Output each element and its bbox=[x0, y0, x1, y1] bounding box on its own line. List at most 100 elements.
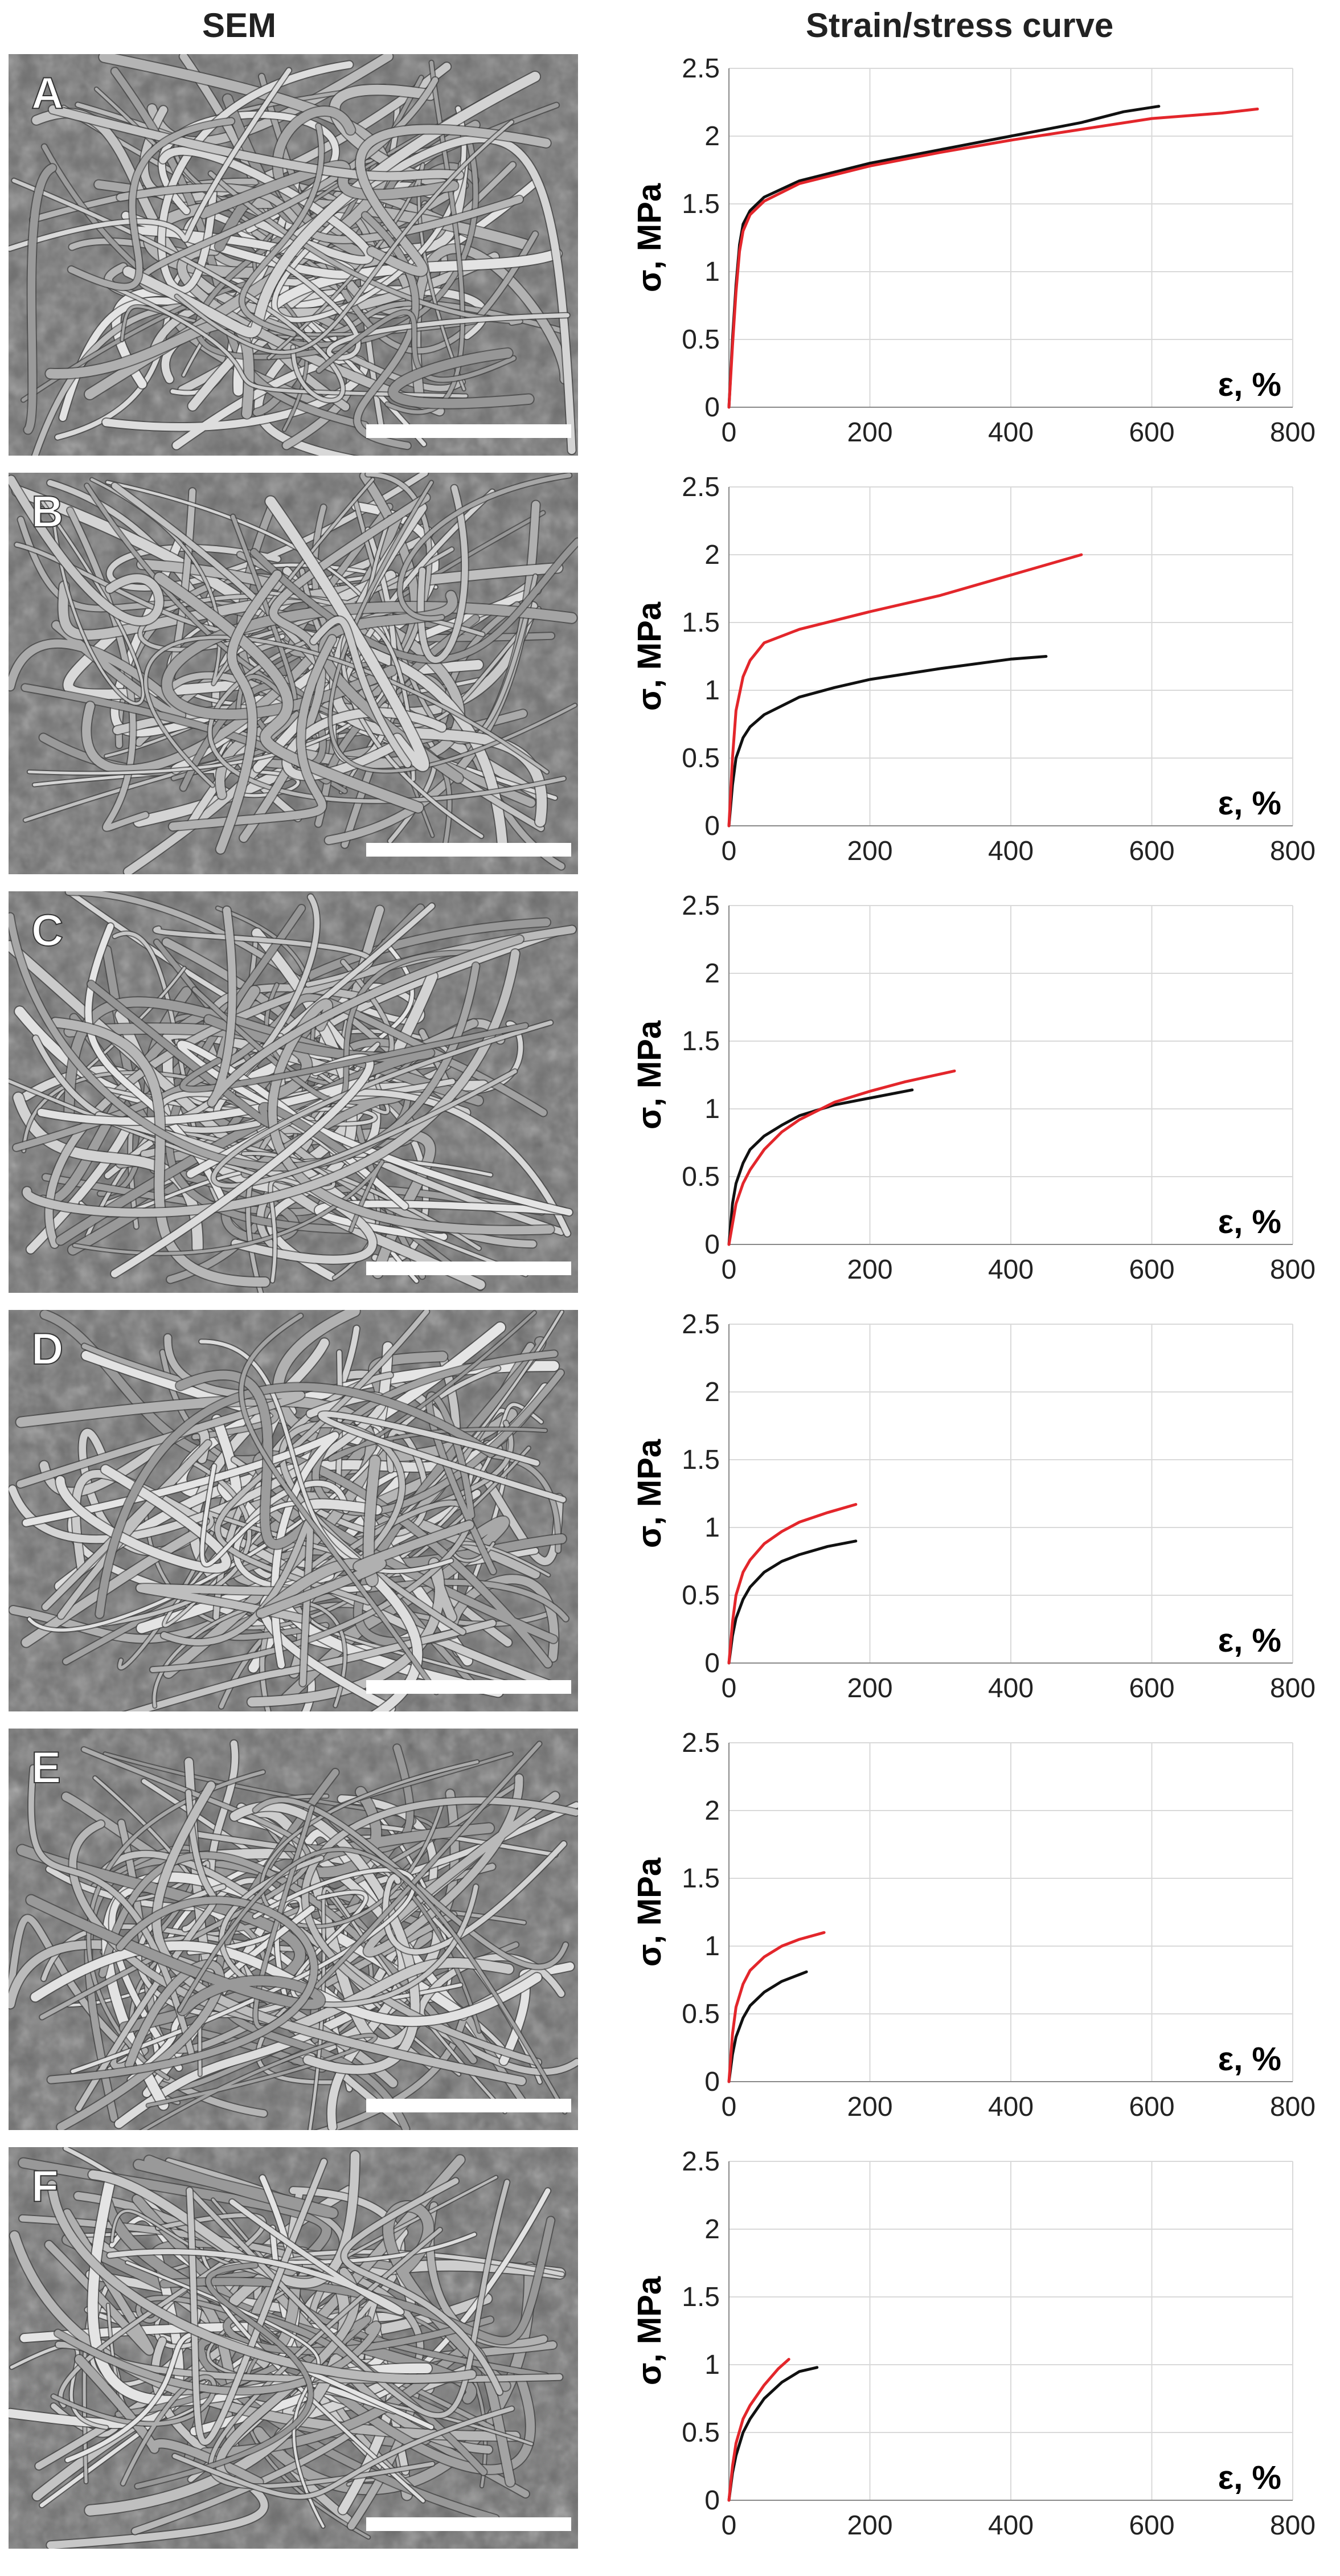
x-tick-label: 600 bbox=[1129, 417, 1174, 448]
x-tick-label: 800 bbox=[1270, 836, 1316, 866]
sem-fiber bbox=[169, 635, 337, 831]
scale-bar bbox=[366, 2099, 571, 2112]
sem-fiber bbox=[19, 2158, 331, 2462]
sem-fiber bbox=[268, 999, 554, 1235]
sem-fiber bbox=[158, 61, 353, 294]
sem-fiber bbox=[302, 1797, 578, 2066]
sem-fiber bbox=[24, 164, 56, 434]
y-axis-label: σ, MPa bbox=[631, 183, 668, 292]
sem-fiber bbox=[9, 476, 163, 625]
x-tick-label: 200 bbox=[847, 1673, 892, 1703]
sem-fiber bbox=[186, 2159, 327, 2445]
sem-fiber bbox=[175, 120, 514, 354]
sem-fiber bbox=[46, 319, 254, 419]
series-line-black bbox=[727, 1088, 914, 1246]
sem-fiber bbox=[23, 949, 519, 1217]
sem-fiber bbox=[239, 124, 324, 337]
y-axis-label: σ, MPa bbox=[631, 1439, 668, 1548]
sem-fiber bbox=[383, 1841, 567, 1955]
panel-c: C 0 0.5 1 1.5 2 2.5 0 200 400 600 800 σ, MPa ε, % bbox=[9, 891, 1316, 1293]
x-tick-label: 800 bbox=[1270, 2092, 1316, 2122]
x-tick-label: 200 bbox=[847, 2092, 892, 2122]
sem-fiber bbox=[398, 473, 572, 621]
panel-f: F 0 0.5 1 1.5 2 2.5 0 200 400 600 800 σ, MPa ε, % bbox=[9, 2147, 1316, 2549]
panel-b: B 0 0.5 1 1.5 2 2.5 0 200 400 600 800 σ, MPa ε, % bbox=[9, 472, 1316, 874]
sem-image bbox=[9, 891, 578, 1293]
sem-fiber bbox=[75, 2355, 263, 2487]
sem-fiber bbox=[310, 616, 411, 768]
sem-fiber bbox=[263, 1455, 380, 1615]
sem-fiber bbox=[265, 496, 429, 771]
y-tick-label: 0 bbox=[704, 2067, 720, 2097]
x-axis-label: ε, % bbox=[1218, 1622, 1281, 1659]
y-tick-label: 2.5 bbox=[682, 1728, 720, 1758]
y-tick-label: 2.5 bbox=[682, 891, 720, 921]
sem-fiber bbox=[107, 2199, 404, 2315]
y-tick-label: 1.5 bbox=[682, 1445, 720, 1475]
sem-fiber bbox=[355, 125, 551, 276]
series-line-black bbox=[727, 1539, 858, 1665]
panel-letter: C bbox=[31, 905, 63, 955]
sem-fiber bbox=[208, 171, 522, 325]
sem-image bbox=[9, 54, 578, 456]
sem-fiber bbox=[47, 1897, 318, 2083]
y-tick-label: 0 bbox=[704, 2485, 720, 2516]
sem-image bbox=[9, 1310, 578, 1711]
x-tick-label: 400 bbox=[988, 2511, 1034, 2541]
sem-fiber bbox=[211, 1020, 553, 1188]
y-tick-label: 1.5 bbox=[682, 1026, 720, 1056]
sem-fiber bbox=[13, 1092, 203, 1253]
panel-a: A 0 0.5 1 1.5 2 2.5 0 200 400 600 800 σ, MPa ε, % bbox=[9, 54, 1316, 456]
sem-fiber bbox=[68, 118, 235, 290]
sem-fiber bbox=[162, 601, 577, 720]
sem-column-header: SEM bbox=[202, 6, 277, 44]
y-tick-label: 2 bbox=[704, 121, 720, 151]
y-tick-label: 1 bbox=[704, 2350, 720, 2380]
y-tick-label: 1 bbox=[704, 257, 720, 287]
sem-fiber bbox=[178, 1848, 567, 2114]
y-tick-label: 1.5 bbox=[682, 2282, 720, 2312]
sem-fiber bbox=[56, 1465, 231, 1573]
x-tick-label: 600 bbox=[1129, 1673, 1174, 1703]
x-tick-label: 600 bbox=[1129, 1255, 1174, 1285]
y-tick-label: 0.5 bbox=[682, 1999, 720, 2029]
sem-fiber bbox=[161, 1518, 313, 1686]
x-tick-label: 400 bbox=[988, 1673, 1034, 1703]
y-tick-label: 0.5 bbox=[682, 1580, 720, 1611]
x-tick-label: 200 bbox=[847, 2511, 892, 2541]
sem-image bbox=[9, 1729, 578, 2130]
x-axis-label: ε, % bbox=[1218, 1203, 1281, 1240]
panel-letter: D bbox=[31, 1324, 63, 1374]
x-tick-label: 400 bbox=[988, 836, 1034, 866]
sem-fiber bbox=[216, 570, 282, 854]
x-tick-label: 0 bbox=[722, 1255, 737, 1285]
series-line-red bbox=[727, 107, 1259, 409]
sem-fiber bbox=[96, 1383, 495, 1618]
sem-fiber bbox=[90, 478, 374, 685]
sem-fiber bbox=[317, 310, 516, 382]
sem-fiber bbox=[426, 1393, 496, 1575]
y-axis-label: σ, MPa bbox=[631, 601, 668, 711]
sem-fiber bbox=[341, 2178, 503, 2395]
y-axis-label: σ, MPa bbox=[631, 1857, 668, 1967]
x-axis-label: ε, % bbox=[1218, 366, 1281, 403]
x-tick-label: 800 bbox=[1270, 417, 1316, 448]
y-tick-label: 1.5 bbox=[682, 189, 720, 219]
y-axis-label: σ, MPa bbox=[631, 2276, 668, 2385]
y-tick-label: 2 bbox=[704, 540, 720, 570]
x-tick-label: 200 bbox=[847, 417, 892, 448]
sem-fiber bbox=[73, 1160, 384, 1255]
sem-fiber bbox=[135, 2263, 313, 2489]
sem-fiber bbox=[26, 1895, 325, 2016]
sem-fiber bbox=[180, 1023, 528, 1092]
scale-bar bbox=[366, 1262, 571, 1275]
x-tick-label: 0 bbox=[722, 417, 737, 448]
series-line-red bbox=[727, 2358, 790, 2502]
y-tick-label: 1 bbox=[704, 1094, 720, 1124]
sem-fiber bbox=[208, 906, 524, 1107]
x-tick-label: 0 bbox=[722, 836, 737, 866]
y-tick-label: 1.5 bbox=[682, 608, 720, 638]
x-tick-label: 400 bbox=[988, 417, 1034, 448]
y-tick-label: 2 bbox=[704, 959, 720, 989]
sem-fiber bbox=[318, 1411, 566, 1502]
